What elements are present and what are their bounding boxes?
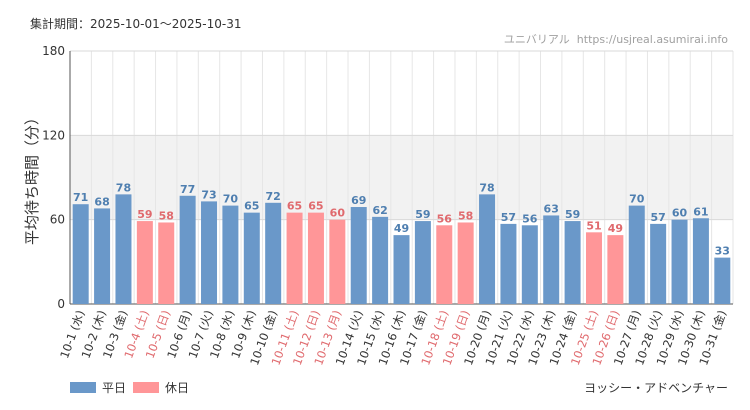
y-tick-label: 120 xyxy=(42,128,65,142)
site-watermark[interactable]: ユニバリアル https://usjreal.asumirai.info xyxy=(504,31,728,47)
bar-value-label: 59 xyxy=(137,208,152,221)
bar xyxy=(671,219,688,304)
bar-value-label: 65 xyxy=(244,200,259,213)
bar-value-label: 60 xyxy=(672,207,688,220)
legend-holiday-swatch xyxy=(133,382,159,393)
bar-value-label: 61 xyxy=(693,205,708,218)
bar xyxy=(714,257,731,304)
y-tick-label: 180 xyxy=(42,44,65,58)
bar-value-label: 70 xyxy=(629,193,645,206)
bar xyxy=(564,221,581,304)
bar xyxy=(372,216,389,304)
bar-value-label: 72 xyxy=(266,190,281,203)
bar xyxy=(543,215,560,304)
bar-value-label: 49 xyxy=(608,222,623,235)
y-tick-label: 60 xyxy=(50,213,65,227)
bar xyxy=(307,212,324,304)
bar xyxy=(201,201,218,304)
attraction-name: ヨッシー・アドベンチャー xyxy=(584,381,728,395)
bar-value-label: 68 xyxy=(94,195,109,208)
bar-value-label: 62 xyxy=(372,204,387,217)
legend-weekday[interactable]: 平日 xyxy=(70,379,126,396)
bar-value-label: 58 xyxy=(159,209,174,222)
bar xyxy=(115,194,132,304)
bar-value-label: 65 xyxy=(287,200,302,213)
bar xyxy=(243,212,260,304)
site-url[interactable]: https://usjreal.asumirai.info xyxy=(576,33,728,46)
bar-value-label: 63 xyxy=(544,202,559,215)
bar xyxy=(350,207,367,304)
bar-value-label: 57 xyxy=(650,211,665,224)
bar xyxy=(329,219,346,304)
bar xyxy=(650,223,667,304)
legend-holiday-label: 休日 xyxy=(165,381,190,395)
bar xyxy=(158,222,175,304)
bar xyxy=(692,218,709,304)
bar xyxy=(414,221,431,304)
bar xyxy=(521,225,538,304)
bar-value-label: 78 xyxy=(479,181,494,194)
site-name: ユニバリアル xyxy=(503,33,570,46)
bar-value-label: 78 xyxy=(116,181,131,194)
bar-value-label: 49 xyxy=(394,222,409,235)
bar-value-label: 69 xyxy=(351,194,366,207)
y-tick-label: 0 xyxy=(57,297,65,311)
bar-value-label: 56 xyxy=(522,212,538,225)
bar xyxy=(436,225,453,304)
bar xyxy=(393,235,410,304)
bar-value-label: 58 xyxy=(458,209,473,222)
bar-value-label: 77 xyxy=(180,183,195,196)
bar xyxy=(628,205,645,304)
bar xyxy=(72,204,89,304)
bar-value-label: 56 xyxy=(437,212,453,225)
bar-value-label: 33 xyxy=(715,245,730,258)
bar-value-label: 59 xyxy=(415,208,430,221)
bar-value-label: 73 xyxy=(201,188,216,201)
bar xyxy=(500,223,517,304)
bar xyxy=(179,195,196,304)
period-label: 集計期間：2025-10-01～2025-10-31 xyxy=(30,17,242,31)
legend-weekday-swatch xyxy=(70,382,96,393)
bar-value-label: 65 xyxy=(308,200,323,213)
legend-holiday[interactable]: 休日 xyxy=(133,379,189,396)
bar xyxy=(265,202,282,304)
bar xyxy=(607,235,624,304)
bar xyxy=(222,205,239,304)
bar-value-label: 60 xyxy=(330,207,346,220)
bar-value-label: 57 xyxy=(501,211,516,224)
bar xyxy=(585,232,602,304)
bar xyxy=(136,221,153,304)
bar-value-label: 59 xyxy=(565,208,580,221)
y-axis-title: 平均待ち時間（分） xyxy=(23,110,41,245)
bar xyxy=(479,194,496,304)
legend-weekday-label: 平日 xyxy=(102,381,127,395)
bar-value-label: 71 xyxy=(73,191,88,204)
bar xyxy=(286,212,303,304)
bar xyxy=(457,222,474,304)
bar-value-label: 70 xyxy=(223,193,239,206)
bar xyxy=(94,208,111,304)
bar-value-label: 51 xyxy=(586,219,601,232)
